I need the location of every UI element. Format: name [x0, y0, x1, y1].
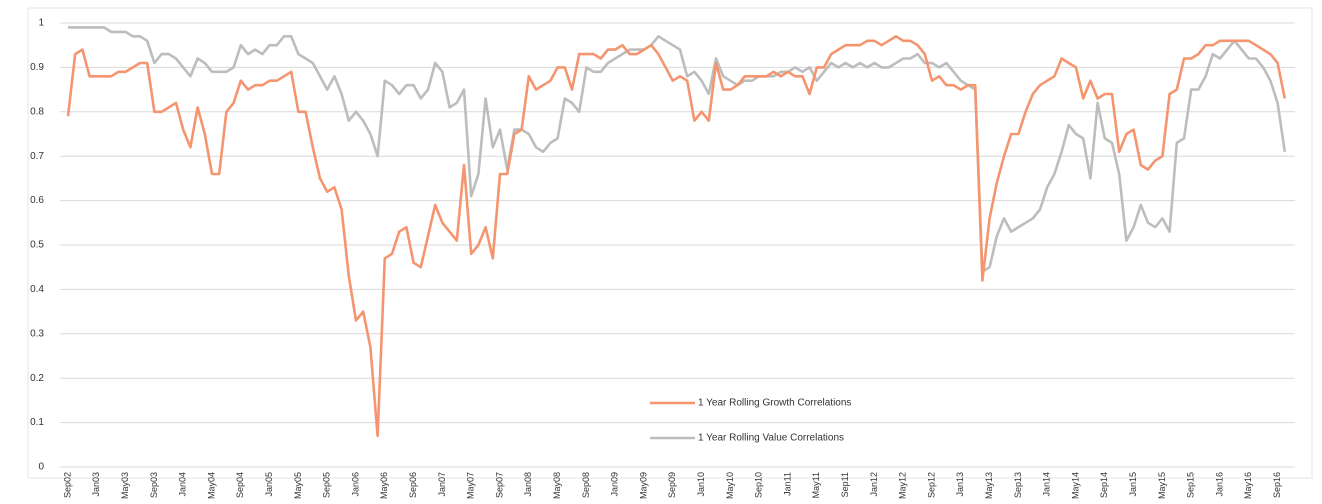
x-tick-label: Jan06: [350, 472, 360, 497]
series-line: [66, 35, 1287, 438]
x-tick-label: Sep03: [149, 472, 159, 498]
x-tick-label: Sep09: [667, 472, 677, 498]
y-tick-label: 0.3: [30, 328, 44, 339]
x-tick-label: May06: [379, 472, 389, 499]
x-tick-label: Sep02: [62, 472, 72, 498]
x-tick-label: Jan11: [782, 472, 792, 496]
x-tick-label: Sep08: [581, 472, 591, 498]
x-tick-label: Sep13: [1013, 472, 1023, 498]
y-tick-label: 0.6: [30, 195, 44, 206]
series-line: [68, 26, 1287, 273]
x-tick-label: Jan04: [178, 472, 188, 497]
x-tick-label: Sep05: [322, 472, 332, 498]
x-tick-label: Sep07: [494, 472, 504, 498]
x-tick-label: Jan08: [523, 472, 533, 497]
x-tick-label: May12: [898, 472, 908, 499]
x-tick-label: May09: [638, 472, 648, 499]
x-tick-label: Sep04: [235, 472, 245, 498]
x-tick-label: May04: [206, 472, 216, 499]
x-tick-label: May05: [293, 472, 303, 499]
legend-label: 1 Year Rolling Growth Correlations: [698, 398, 851, 409]
y-tick-label: 0.5: [30, 240, 44, 251]
x-tick-label: May14: [1070, 472, 1080, 499]
x-tick-label: Sep10: [754, 472, 764, 498]
y-tick-label: 0.4: [30, 284, 44, 295]
y-tick-label: 0: [38, 462, 44, 473]
x-tick-label: Jan16: [1214, 472, 1224, 497]
legend: 1 Year Rolling Growth Correlations 1 Year…: [650, 398, 851, 444]
x-tick-label: May11: [811, 472, 821, 498]
x-tick-label: May15: [1157, 472, 1167, 499]
x-tick-label: Jan07: [437, 472, 447, 497]
x-tick-label: Jan14: [1042, 472, 1052, 497]
x-tick-label: Jan15: [1128, 472, 1138, 497]
x-tick-label: Sep06: [408, 472, 418, 498]
x-tick-label: May13: [984, 472, 994, 499]
y-tick-label: 0.1: [30, 417, 44, 428]
x-tick-label: May03: [120, 472, 130, 499]
x-tick-label: Sep15: [1186, 472, 1196, 498]
x-tick-label: Jan09: [610, 472, 620, 497]
x-tick-label: May16: [1243, 472, 1253, 499]
y-tick-label: 0.7: [30, 151, 44, 162]
x-tick-label: Jan05: [264, 472, 274, 497]
chart-frame: [27, 7, 1313, 479]
x-tick-label: Sep16: [1272, 472, 1282, 498]
y-tick-label: 1: [38, 18, 44, 29]
x-tick-label: Sep11: [840, 472, 850, 497]
x-tick-label: Jan03: [91, 472, 101, 497]
x-tick-label: Jan13: [955, 472, 965, 497]
x-tick-label: Jan12: [869, 472, 879, 497]
y-tick-label: 0.9: [30, 62, 44, 73]
y-tick-label: 0.2: [30, 373, 44, 384]
x-tick-label: Sep12: [926, 472, 936, 498]
x-tick-label: Jan10: [696, 472, 706, 497]
x-tick-label: Sep14: [1099, 472, 1109, 498]
x-tick-label: May07: [466, 472, 476, 499]
y-tick-label: 0.8: [30, 106, 44, 117]
x-tick-label: May10: [725, 472, 735, 499]
legend-label: 1 Year Rolling Value Correlations: [698, 433, 844, 444]
x-tick-label: May08: [552, 472, 562, 499]
